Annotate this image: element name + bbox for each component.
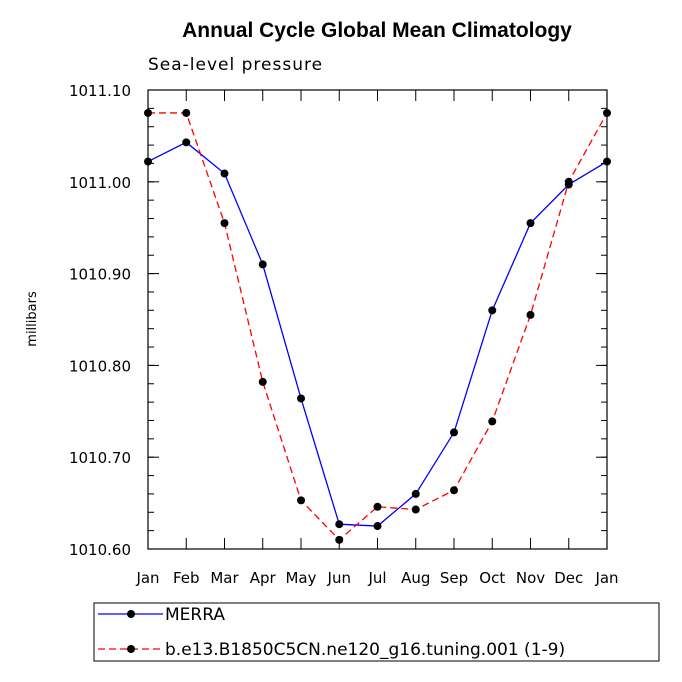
legend: MERRA b.e13.B1850C5CN.ne120_g16.tuning.0… [93,602,660,662]
data-point-series-0 [297,394,305,403]
x-tick-label: Oct [479,569,505,587]
axis-ticks [147,89,608,550]
legend-label-merra: MERRA [165,605,225,625]
x-tick-label: Jan [594,569,618,587]
series-line-1 [148,112,608,541]
data-point-series-1 [144,108,152,117]
y-tick-label: 1010.80 [69,357,131,375]
data-point-series-0 [603,157,611,166]
data-point-series-0 [373,522,382,531]
y-tick-labels: 1010.60 1010.70 1010.80 1010.90 1011.00 1011.… [69,82,131,559]
data-point-series-1 [411,505,420,514]
x-tick-label: Nov [516,569,545,587]
data-point-series-0 [220,169,229,178]
series-points [144,108,611,544]
x-tick-label: Sep [440,569,468,587]
series-lines [147,112,608,541]
data-point-series-1 [297,496,305,505]
x-tick-labels: Jan Feb Mar Apr May Jun Jul Aug Sep Oct Nov Dec Jan [135,569,618,587]
data-point-series-0 [144,157,152,166]
chart-subtitle: Sea-level pressure [148,55,323,75]
y-tick-label: 1010.70 [69,449,131,467]
y-tick-label: 1011.10 [69,82,131,100]
x-tick-label: Mar [210,569,239,587]
x-tick-label: Aug [401,569,430,587]
data-point-series-1 [526,310,535,319]
data-point-series-0 [488,306,497,315]
data-point-series-0 [411,489,420,498]
data-point-series-1 [335,535,344,544]
series-line-0 [147,141,608,527]
x-tick-label: Dec [554,569,583,587]
data-point-series-1 [488,417,497,426]
plot-frame [147,89,608,550]
y-axis-label: millibars [25,291,40,347]
data-point-series-1 [450,486,458,495]
data-point-series-1 [373,502,382,511]
y-tick-label: 1011.00 [69,174,131,192]
x-tick-label: Jun [327,569,351,587]
legend-marker-merra [127,610,135,618]
data-point-series-0 [335,520,344,529]
chart-title: Annual Cycle Global Mean Climatology [182,19,572,42]
data-point-series-1 [603,108,611,117]
data-point-series-1 [564,177,573,186]
data-point-series-1 [220,219,229,228]
data-point-series-0 [450,428,458,437]
legend-marker-model [127,645,135,653]
legend-label-model: b.e13.B1850C5CN.ne120_g16.tuning.001 (1-… [165,640,565,660]
x-tick-label: Jan [135,569,159,587]
y-tick-label: 1010.90 [69,266,131,284]
x-tick-label: Apr [250,569,277,587]
legend-box [93,602,660,662]
data-point-series-0 [526,219,535,228]
x-tick-label: May [285,569,316,587]
data-point-series-1 [258,377,267,386]
y-tick-label: 1010.60 [69,541,131,559]
data-point-series-1 [182,108,191,117]
data-point-series-0 [182,138,191,147]
x-tick-label: Feb [173,569,200,587]
x-tick-label: Jul [367,569,386,587]
data-point-series-0 [258,260,267,269]
